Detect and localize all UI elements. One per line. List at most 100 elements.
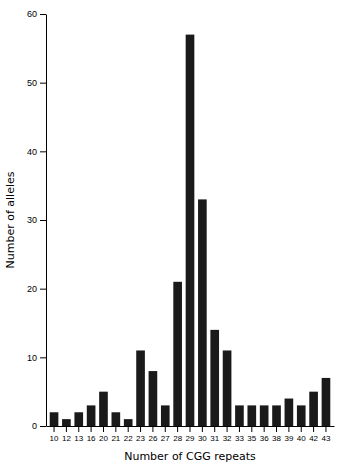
x-tick-mark (301, 426, 302, 432)
y-tick-mark (40, 83, 46, 84)
bar (99, 392, 108, 426)
x-tick-mark (251, 426, 252, 432)
x-tick-label: 35 (247, 434, 256, 443)
y-tick-label: 30 (27, 215, 37, 225)
bar (173, 282, 182, 426)
x-tick-mark (128, 426, 129, 432)
x-tick-mark (91, 426, 92, 432)
x-tick-mark (264, 426, 265, 432)
y-tick: 30 (27, 215, 46, 225)
x-tick-label: 42 (309, 434, 318, 443)
x-axis-title: Number of CGG repeats (124, 450, 256, 463)
x-tick: 33 (235, 426, 244, 443)
x-tick-label: 32 (223, 434, 232, 443)
y-tick-label: 40 (27, 147, 37, 157)
x-tick-label: 13 (74, 434, 83, 443)
x-tick-label: 20 (99, 434, 108, 443)
x-tick: 16 (87, 426, 96, 443)
x-tick-mark (227, 426, 228, 432)
x-tick: 22 (124, 426, 133, 443)
bar (223, 350, 232, 426)
x-tick-mark (177, 426, 178, 432)
x-tick-mark (214, 426, 215, 432)
x-tick-mark (140, 426, 141, 432)
x-tick-mark (313, 426, 314, 432)
y-axis-line (46, 15, 47, 427)
bar (260, 405, 269, 426)
chart: 1012131620212223262728293031323335363839… (0, 0, 344, 470)
bar (210, 330, 219, 426)
x-tick-mark (276, 426, 277, 432)
x-tick: 27 (161, 426, 170, 443)
bar (161, 405, 170, 426)
x-tick-mark (78, 426, 79, 432)
x-tick: 35 (247, 426, 256, 443)
y-tick: 40 (27, 147, 46, 157)
x-tick: 42 (309, 426, 318, 443)
x-tick-label: 21 (111, 434, 120, 443)
x-tick: 31 (210, 426, 219, 443)
y-tick: 50 (27, 78, 46, 88)
y-tick: 20 (27, 284, 46, 294)
x-tick: 39 (284, 426, 293, 443)
x-tick: 43 (322, 426, 331, 443)
bars (50, 35, 331, 426)
y-tick-label: 0 (32, 421, 37, 431)
bar (198, 199, 207, 426)
x-tick: 29 (186, 426, 195, 443)
bar (285, 399, 294, 426)
bar (112, 412, 121, 426)
bar (186, 35, 195, 426)
bar (74, 412, 83, 426)
bar (149, 371, 158, 426)
x-tick-label: 33 (235, 434, 244, 443)
x-tick-mark (103, 426, 104, 432)
x-tick: 26 (148, 426, 157, 443)
x-tick-mark (202, 426, 203, 432)
bar (247, 405, 256, 426)
x-tick-label: 39 (284, 434, 293, 443)
x-tick-mark (239, 426, 240, 432)
plot: 1012131620212223262728293031323335363839… (27, 9, 335, 442)
x-tick-mark (288, 426, 289, 432)
x-tick: 23 (136, 426, 145, 443)
x-tick-mark (190, 426, 191, 432)
x-tick-label: 30 (198, 434, 207, 443)
x-tick: 32 (223, 426, 232, 443)
x-tick-label: 36 (260, 434, 269, 443)
x-tick-label: 43 (322, 434, 331, 443)
bar (272, 405, 281, 426)
bar (62, 419, 71, 426)
y-tick-label: 50 (27, 78, 37, 88)
y-tick-mark (40, 151, 46, 152)
x-tick-mark (54, 426, 55, 432)
x-tick: 20 (99, 426, 108, 443)
x-tick-label: 12 (62, 434, 71, 443)
x-tick-label: 10 (50, 434, 59, 443)
y-tick-mark (40, 426, 46, 427)
bar (235, 405, 244, 426)
y-tick-label: 10 (27, 353, 37, 363)
x-tick: 30 (198, 426, 207, 443)
x-tick-mark (115, 426, 116, 432)
y-axis-title: Number of alleles (4, 171, 17, 268)
x-tick-mark (165, 426, 166, 432)
x-tick: 28 (173, 426, 182, 443)
x-tick: 21 (111, 426, 120, 443)
x-tick: 10 (50, 426, 59, 443)
x-tick-label: 26 (148, 434, 157, 443)
x-tick-mark (152, 426, 153, 432)
x-tick: 36 (260, 426, 269, 443)
y-tick-mark (40, 14, 46, 15)
x-tick: 40 (297, 426, 306, 443)
x-axis: 1012131620212223262728293031323335363839… (47, 426, 335, 443)
y-tick-mark (40, 220, 46, 221)
x-tick: 12 (62, 426, 71, 443)
x-tick: 13 (74, 426, 83, 443)
x-tick-label: 23 (136, 434, 145, 443)
y-tick: 10 (27, 353, 46, 363)
x-tick-label: 16 (87, 434, 96, 443)
bar (309, 392, 318, 426)
x-tick-label: 22 (124, 434, 133, 443)
bar (124, 419, 133, 426)
